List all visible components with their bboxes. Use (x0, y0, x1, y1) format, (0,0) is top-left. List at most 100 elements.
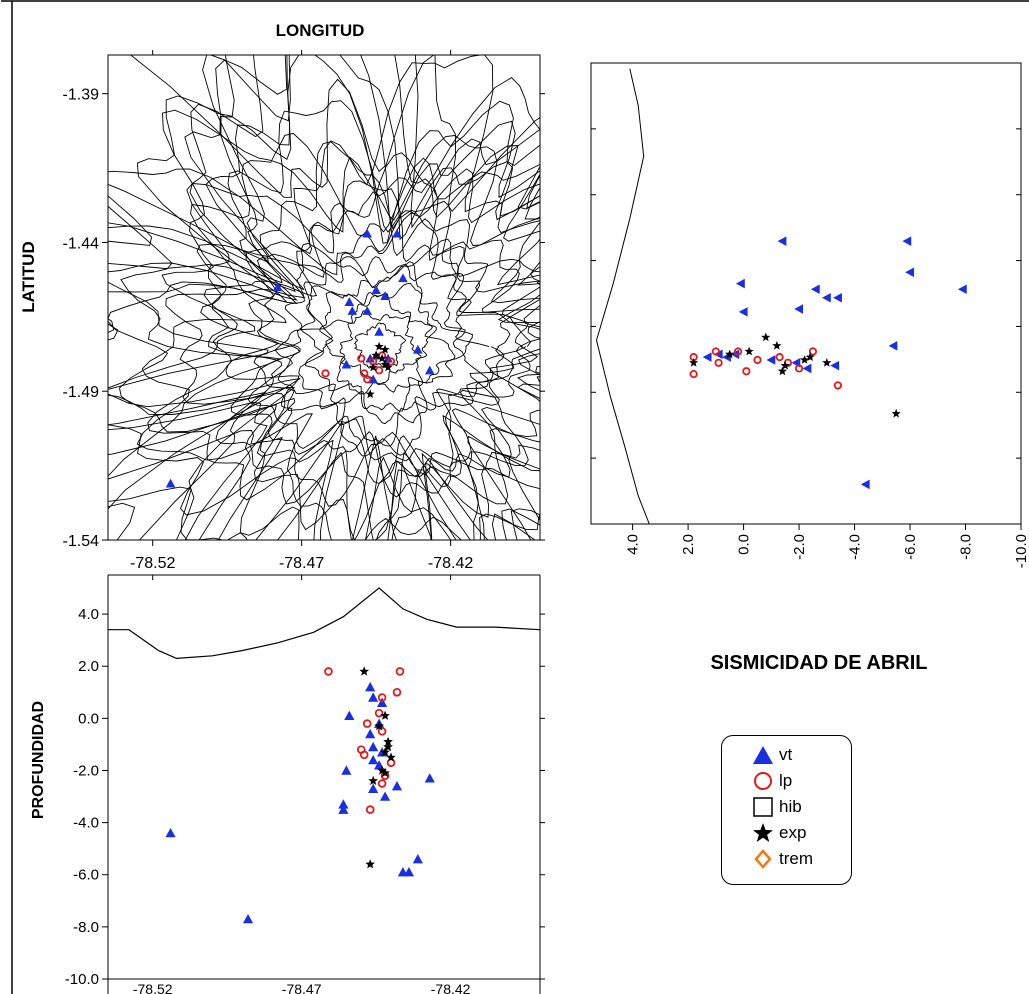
map-point-vt (273, 282, 283, 292)
contour-line (247, 212, 532, 468)
depth-point-vt (344, 710, 355, 720)
legend-item-hib: hib (752, 796, 802, 818)
depth-point-lp (392, 687, 402, 697)
contour-line (165, 141, 540, 540)
ns-point-vt (777, 236, 787, 246)
depth-point-vt (424, 773, 435, 783)
map-point-vt (362, 228, 372, 238)
ns-point-exp (772, 341, 782, 350)
ns-point-exp (805, 352, 815, 361)
map-point-vt (341, 359, 352, 369)
depth-point-vt (242, 913, 254, 924)
ns-xtick-label: -4.0 (847, 534, 864, 560)
depth-point-vt (365, 681, 376, 692)
contour-line (298, 261, 473, 425)
contour-line (108, 55, 540, 540)
contour-line (147, 135, 540, 540)
contour-line (108, 55, 540, 540)
map-ytick-label: -1.44 (63, 235, 100, 252)
contour-line (108, 55, 540, 540)
ns-point-lp (753, 355, 762, 365)
legend-label-hib: hib (779, 797, 802, 816)
ns-point-vt (888, 341, 898, 351)
ns-point-lp (689, 370, 698, 379)
depth-point-exp (380, 747, 390, 757)
depth-point-lp (395, 667, 405, 676)
ns-point-vt (794, 304, 804, 314)
map-axes: -1.39 -1.44 -1.49 -1.54 -78.52 -78.47 -78.42 (63, 50, 545, 572)
contour-line (108, 55, 540, 540)
ns-point-vt (702, 352, 712, 362)
map-point-lp (363, 375, 372, 384)
depth-point-vt (376, 697, 388, 707)
contour-line (108, 55, 540, 540)
ns-point-lp (794, 364, 804, 373)
depth-ytick-label: -8.0 (73, 919, 99, 936)
contour-line (108, 55, 540, 540)
depth-point-vt (338, 804, 349, 814)
depth-point-exp (380, 768, 390, 778)
map-ytick-label: -1.39 (63, 87, 100, 104)
map-point-lp (357, 354, 366, 363)
map-top-label: LONGITUD (276, 21, 365, 40)
map-point-vt (362, 306, 372, 315)
legend-item-vt: vt (752, 744, 792, 766)
legend: vt lp hib exp trem (721, 735, 852, 885)
ns-xtick-label: -6.0 (902, 534, 919, 560)
ns-point-exp (725, 349, 735, 359)
depth-ytick-label: -4.0 (73, 815, 99, 832)
map-point-vt (344, 297, 355, 306)
ns-axes: 4.0 2.0 0.0 -2.0 -4.0 -6.0 -8.0 -10.0 (591, 128, 1029, 568)
depth-point-lp (377, 779, 387, 788)
legend-label-trem: trem (779, 849, 813, 868)
depth-ytick-label: -6.0 (73, 867, 99, 884)
map-point-lp (386, 357, 396, 366)
depth-point-vt (412, 854, 423, 864)
contour-line (305, 282, 456, 412)
depth-point-exp (383, 741, 393, 752)
ns-point-vt (830, 360, 840, 371)
ns-point-vt (738, 307, 748, 317)
map-point-vt (392, 228, 402, 238)
depth-events (165, 666, 435, 924)
ns-point-lp (833, 381, 843, 390)
depth-ytick-label: -10.0 (65, 971, 99, 988)
map-point-lp (321, 369, 330, 378)
legend-item-lp: lp (752, 770, 792, 792)
depth-point-exp (386, 752, 396, 762)
depth-point-exp (374, 721, 384, 731)
depth-point-lp (377, 693, 387, 702)
depth-section-plot (107, 574, 541, 994)
map-point-vt (383, 353, 393, 363)
ns-frame (590, 62, 1022, 525)
ns-point-lp (808, 347, 818, 356)
depth-ytick-label: 2.0 (78, 658, 99, 675)
contour-line (108, 100, 540, 540)
ns-xtick-label: 4.0 (625, 534, 642, 555)
ns-point-exp (822, 358, 832, 367)
map-point-vt (424, 365, 435, 375)
depth-point-vt (368, 783, 379, 793)
ns-point-exp (891, 408, 901, 418)
depth-point-vt (165, 827, 176, 838)
depth-xtick-label: -78.47 (282, 981, 322, 994)
map-ytick-label: -1.54 (63, 533, 100, 550)
depth-ytick-label: -2.0 (73, 762, 99, 779)
ns-point-exp (777, 366, 787, 376)
ns-point-vt (860, 479, 870, 490)
ns-point-vt (736, 278, 745, 289)
depth-point-lp (362, 719, 372, 728)
map-point-vt (347, 306, 358, 315)
depth-point-exp (368, 775, 378, 785)
depth-point-lp (365, 805, 375, 814)
depth-point-vt (368, 754, 379, 765)
ns-point-exp (780, 360, 790, 370)
ns-point-vt (810, 284, 820, 295)
ns-point-exp (761, 332, 771, 342)
contour-line (136, 132, 540, 540)
depth-point-vt (368, 741, 379, 752)
ns-point-vt (766, 355, 776, 365)
depth-point-exp (359, 666, 370, 676)
ns-topographic-profile (595, 68, 650, 524)
